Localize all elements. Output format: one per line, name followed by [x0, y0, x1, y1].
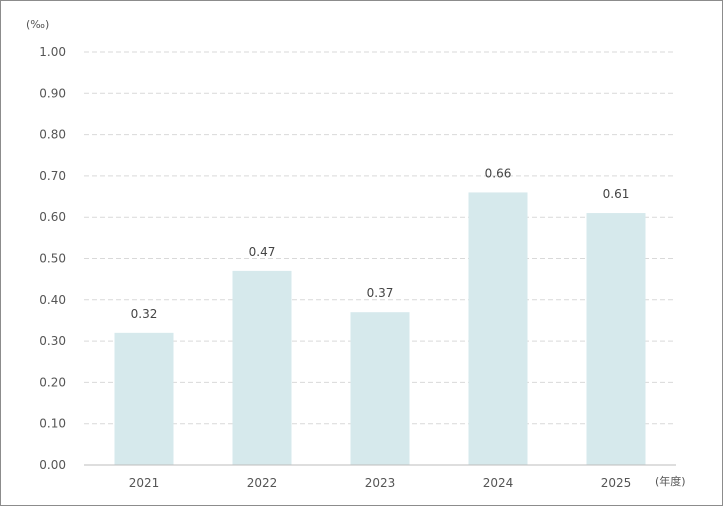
y-tick-label: 0.20	[39, 375, 66, 389]
y-tick-label: 0.30	[39, 334, 66, 348]
y-tick-label: 0.90	[39, 86, 66, 100]
x-tick-label: 2025	[601, 476, 632, 490]
bar-2021	[114, 332, 174, 465]
bars	[114, 192, 646, 466]
y-tick-labels: 0.00 0.10 0.20 0.30 0.40 0.50 0.60 0.70 0.80 0.90…	[39, 45, 66, 472]
y-tick-label: 0.10	[39, 417, 66, 431]
y-tick-label: 0.70	[39, 169, 66, 183]
x-tick-labels: 2021 2022 2023 2024 2025	[129, 476, 632, 490]
x-tick-label: 2021	[129, 476, 160, 490]
bar-2024	[468, 192, 528, 466]
y-tick-label: 1.00	[39, 45, 66, 59]
data-label: 0.66	[485, 166, 512, 180]
data-label: 0.37	[367, 286, 394, 300]
data-label: 0.47	[249, 245, 276, 259]
data-label: 0.32	[131, 307, 158, 321]
x-tick-label: 2023	[365, 476, 396, 490]
bar-2025	[586, 213, 646, 465]
data-labels: 0.32 0.47 0.37 0.66 0.61	[131, 166, 630, 320]
x-tick-label: 2022	[247, 476, 278, 490]
y-tick-label: 0.50	[39, 252, 66, 266]
bar-2023	[350, 312, 410, 465]
x-unit-label: (年度)	[655, 474, 686, 488]
x-tick-label: 2024	[483, 476, 514, 490]
data-label: 0.61	[603, 187, 630, 201]
y-tick-label: 0.60	[39, 210, 66, 224]
bar-2022	[232, 270, 292, 465]
y-tick-label: 0.80	[39, 128, 66, 142]
y-tick-label: 0.40	[39, 293, 66, 307]
y-tick-label: 0.00	[39, 458, 66, 472]
y-unit-label: (‰)	[26, 18, 49, 31]
